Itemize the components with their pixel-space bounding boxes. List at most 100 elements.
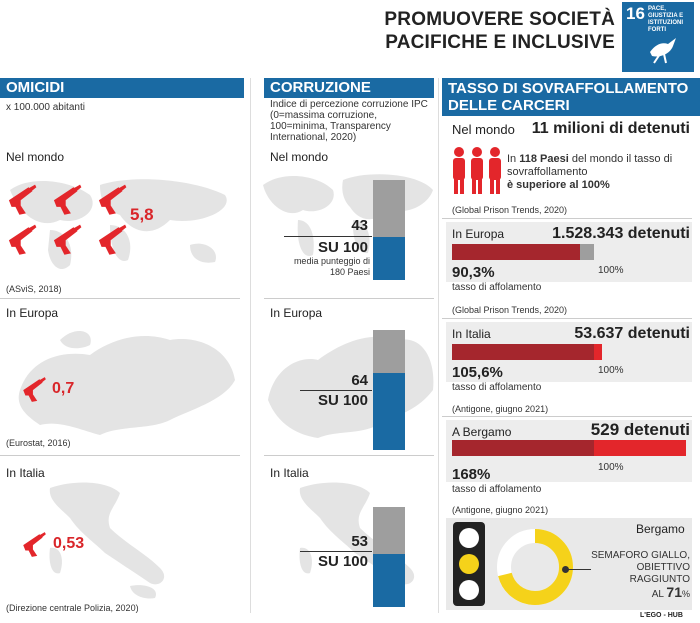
omicidi-italy-source: (Direzione centrale Polizia, 2020) (6, 603, 139, 613)
column-divider (250, 78, 251, 613)
bar-fill (373, 554, 405, 607)
omicidi-europe-value: 0,7 (52, 380, 75, 397)
omicidi-header: OMICIDI (0, 78, 244, 98)
carceri-title-line-1: TASSO DI SOVRAFFOLLAMENTO (448, 80, 689, 97)
gun-icon (50, 182, 84, 221)
carceri-europe-value: 1.528.343 detenuti (552, 225, 690, 242)
light-top (459, 528, 479, 548)
text-bold: è superiore al 100% (507, 179, 610, 191)
bar-fill (452, 440, 594, 456)
su100-label: SU 100 (317, 392, 368, 409)
omicidi-europe-label: In Europa (6, 306, 59, 320)
gun-icon (53, 224, 82, 255)
gun-icons-world (0, 170, 240, 280)
hundred-label: 100% (598, 462, 624, 473)
light-bottom (459, 580, 479, 600)
omicidi-world-source: (ASviS, 2018) (6, 284, 62, 294)
carceri-europe-label: In Europa (452, 227, 505, 241)
credit: L'EGO - HUB (640, 612, 683, 619)
carceri-bergamo-sub: tasso di affolamento (452, 484, 542, 495)
europe-map (18, 330, 235, 435)
corruzione-italy-bar (373, 507, 405, 607)
divider-line (300, 390, 372, 391)
gun-icon (20, 530, 48, 563)
text-bold: 118 Paesi (519, 153, 569, 165)
gun-icon (23, 377, 46, 402)
hundred-label: 100% (598, 265, 624, 276)
semaforo-pct: 71 (666, 584, 682, 600)
divider (264, 455, 434, 456)
light-middle (459, 554, 479, 574)
corruzione-world-note: media punteggio di 180 Paesi (293, 256, 370, 277)
corruzione-europe-bar (373, 330, 405, 450)
bar-fill (373, 373, 405, 450)
gun-icon (98, 184, 127, 215)
divider-line (300, 551, 372, 552)
carceri-europe-source: (Global Prison Trends, 2020) (452, 305, 568, 315)
gun-icon (20, 375, 48, 408)
carceri-europe-sub: tasso di affolamento (452, 282, 542, 293)
bar-overflow (594, 440, 686, 456)
corruzione-europe-value: 64 (351, 372, 368, 389)
carceri-world-source: (Global Prison Trends, 2020) (452, 205, 568, 215)
divider-line (284, 236, 372, 237)
bar-empty (373, 507, 405, 554)
gun-icon (5, 182, 39, 221)
carceri-bergamo-pct: 168% (452, 466, 491, 483)
gun-icon (50, 222, 84, 261)
bar-fill (452, 244, 581, 260)
omicidi-italy-label: In Italia (6, 466, 45, 480)
bar-empty (373, 330, 405, 373)
su100-label: SU 100 (317, 239, 368, 256)
world-map-small (263, 174, 433, 256)
carceri-italy-value: 53.637 detenuti (574, 325, 690, 342)
traffic-light-icon (453, 522, 485, 606)
omicidi-italy-value: 0,53 (53, 535, 85, 552)
corruzione-world-value: 43 (351, 217, 368, 234)
semaforo-line-2: OBIETTIVO RAGGIUNTO (629, 562, 690, 585)
title-line-1: PROMUOVERE SOCIETÀ (384, 9, 615, 30)
bar-overflow (594, 344, 602, 360)
divider (442, 416, 692, 417)
carceri-world-text: In 118 Paesi del mondo il tasso di sovra… (507, 153, 687, 192)
semaforo-line-3: AL 71% (590, 584, 690, 601)
carceri-bergamo-value: 529 detenuti (590, 420, 690, 439)
people-icon (453, 147, 501, 194)
omicidi-subtitle: x 100.000 abitanti (6, 102, 85, 113)
carceri-europe-pct: 90,3% (452, 264, 495, 281)
gun-icon (5, 222, 39, 261)
bar-empty (580, 244, 594, 260)
carceri-world-value: 11 milioni di detenuti (531, 120, 690, 137)
gun-icon (95, 222, 129, 261)
bar-fill (373, 237, 405, 280)
omicidi-europe-source: (Eurostat, 2016) (6, 438, 71, 448)
omicidi-world-value: 5,8 (130, 205, 154, 224)
semaforo-text: SEMAFORO GIALLO, OBIETTIVO RAGGIUNTO AL … (590, 550, 690, 601)
carceri-italy-sub: tasso di affolamento (452, 382, 542, 393)
carceri-header: TASSO DI SOVRAFFOLLAMENTO DELLE CARCERI (442, 78, 700, 116)
bar-empty (373, 180, 405, 237)
gun-icon (23, 532, 46, 557)
gun-icon (8, 184, 37, 215)
sdg-badge: 16 PACE, GIUSTIZIA E ISTITUZIONI FORTI (622, 2, 694, 72)
semaforo-pct-sign: % (681, 589, 690, 599)
corruzione-world-label: Nel mondo (270, 150, 329, 164)
omicidi-world-label: Nel mondo (6, 150, 65, 164)
carceri-bergamo-source: (Antigone, giugno 2021) (452, 505, 549, 515)
gun-icon (53, 184, 82, 215)
carceri-italy-label: In Italia (452, 327, 491, 341)
corruzione-italy-value: 53 (351, 533, 368, 550)
carceri-title-line-2: DELLE CARCERI (448, 97, 570, 114)
text-part: del mondo il tasso di sovraffollamento (507, 153, 673, 178)
gun-icon (8, 224, 37, 255)
carceri-italy-pct: 105,6% (452, 364, 503, 381)
divider (264, 298, 434, 299)
page-title: PROMUOVERE SOCIETÀ PACIFICHE E INCLUSIVE (360, 8, 615, 54)
corruzione-subtitle: Indice di percezione corruzione IPC (0=m… (270, 99, 428, 143)
carceri-world-label: Nel mondo (452, 122, 515, 137)
gun-icon (95, 182, 129, 221)
corruzione-world-bar (373, 180, 405, 280)
corruzione-italy-label: In Italia (270, 466, 309, 480)
dove-icon (650, 38, 676, 64)
divider (0, 455, 240, 456)
